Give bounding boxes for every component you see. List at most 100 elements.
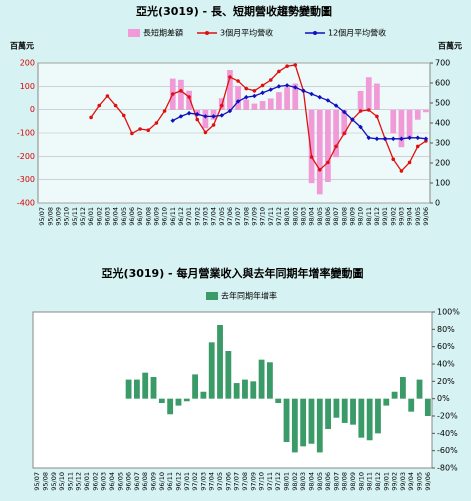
bar bbox=[341, 109, 348, 135]
y2-tick-label: -20% bbox=[437, 412, 458, 421]
point bbox=[399, 136, 404, 142]
x-tick-label: 97/05 bbox=[218, 207, 226, 226]
x-tick-label: 97/04 bbox=[208, 472, 216, 491]
y2-tick-label: 40% bbox=[437, 360, 455, 369]
point bbox=[407, 160, 412, 165]
point bbox=[375, 114, 379, 119]
x-tick-label: 98/11 bbox=[365, 207, 373, 226]
y2-tick-label: 600 bbox=[435, 79, 450, 88]
x-tick-label: 96/08 bbox=[141, 472, 149, 491]
x-tick-label: 99/01 bbox=[382, 472, 390, 491]
x-tick-label: 98/06 bbox=[324, 472, 332, 491]
point bbox=[260, 83, 265, 88]
x-tick-label: 98/08 bbox=[341, 472, 349, 491]
legend-marker bbox=[205, 31, 209, 35]
legend-label: 12個月平均營收 bbox=[328, 28, 386, 38]
point bbox=[154, 121, 159, 125]
x-tick-label: 97/03 bbox=[199, 472, 207, 491]
point bbox=[325, 98, 331, 103]
bar bbox=[283, 398, 290, 442]
point bbox=[374, 136, 380, 142]
point bbox=[244, 86, 249, 91]
x-tick-label: 97/08 bbox=[242, 207, 250, 226]
bar bbox=[243, 99, 250, 110]
x-tick-label: 96/10 bbox=[161, 207, 169, 226]
x-tick-label: 97/10 bbox=[258, 472, 266, 491]
bar bbox=[251, 103, 258, 110]
x-tick-label: 95/10 bbox=[58, 472, 66, 491]
legend-swatch bbox=[128, 29, 140, 37]
bar bbox=[291, 398, 298, 453]
point bbox=[130, 131, 134, 136]
x-tick-label: 96/05 bbox=[116, 472, 124, 491]
bar bbox=[125, 379, 132, 399]
y-tick-label: -200 bbox=[17, 152, 35, 161]
point bbox=[236, 79, 240, 83]
y-tick-label: -100 bbox=[17, 129, 35, 138]
x-tick-label: 99/03 bbox=[397, 207, 405, 226]
bar bbox=[284, 87, 290, 110]
point bbox=[276, 84, 282, 89]
x-tick-label: 95/10 bbox=[63, 207, 71, 226]
point bbox=[334, 144, 338, 149]
bar bbox=[423, 109, 429, 113]
x-tick-label: 95/09 bbox=[54, 207, 62, 226]
x-tick-label: 98/03 bbox=[299, 472, 307, 491]
x-tick-label: 98/09 bbox=[349, 472, 357, 491]
x-tick-label: 96/06 bbox=[128, 207, 136, 226]
point bbox=[415, 144, 420, 149]
bar bbox=[375, 398, 381, 434]
x-tick-label: 95/12 bbox=[79, 207, 87, 226]
point bbox=[211, 123, 216, 127]
x-tick-label: 96/09 bbox=[150, 472, 158, 491]
x-tick-label: 97/02 bbox=[193, 207, 201, 226]
point bbox=[399, 169, 404, 173]
y2-tick-label: 400 bbox=[435, 119, 450, 128]
x-tick-label: 96/09 bbox=[152, 207, 160, 226]
bar bbox=[341, 398, 348, 423]
x-tick-label: 95/11 bbox=[66, 472, 74, 491]
bar bbox=[200, 391, 207, 399]
x-tick-label: 98/05 bbox=[316, 472, 324, 491]
y-tick-label: -300 bbox=[17, 175, 35, 184]
point bbox=[268, 78, 273, 82]
x-tick-label: 97/09 bbox=[250, 207, 258, 226]
point bbox=[203, 130, 208, 135]
x-tick-label: 96/06 bbox=[125, 472, 133, 491]
x-tick-label: 98/10 bbox=[357, 472, 365, 491]
y2-tick-label: 0% bbox=[437, 394, 450, 403]
x-tick-label: 96/04 bbox=[112, 207, 120, 226]
y2-tick-label: 100% bbox=[437, 308, 460, 317]
x-tick-label: 97/11 bbox=[266, 472, 274, 491]
x-tick-label: 99/02 bbox=[391, 472, 399, 491]
legend-swatch bbox=[206, 292, 218, 300]
point bbox=[186, 110, 192, 116]
point bbox=[277, 69, 281, 74]
x-tick-label: 98/01 bbox=[283, 207, 291, 226]
bar bbox=[316, 398, 323, 453]
x-tick-label: 98/10 bbox=[357, 207, 365, 226]
point bbox=[391, 157, 396, 161]
bar bbox=[316, 109, 323, 195]
y-tick-label: 200 bbox=[20, 59, 35, 68]
point bbox=[97, 103, 102, 108]
x-tick-label: 97/03 bbox=[201, 207, 209, 226]
y2-tick-label: 100 bbox=[435, 179, 450, 188]
point bbox=[162, 109, 167, 113]
x-tick-label: 98/03 bbox=[299, 207, 307, 226]
bar bbox=[242, 379, 248, 399]
x-tick-label: 97/01 bbox=[185, 207, 193, 226]
x-tick-label: 97/07 bbox=[233, 472, 241, 491]
point bbox=[105, 94, 110, 98]
bar bbox=[186, 90, 192, 110]
bar bbox=[374, 83, 380, 110]
x-tick-label: 98/12 bbox=[374, 472, 382, 491]
bar bbox=[158, 398, 165, 403]
bar bbox=[208, 342, 215, 399]
y-tick-label: -400 bbox=[17, 199, 35, 208]
y2-tick-label: -60% bbox=[437, 446, 458, 455]
y2-tick-label: 300 bbox=[435, 139, 450, 148]
point bbox=[350, 117, 355, 122]
point bbox=[326, 160, 330, 165]
bar bbox=[333, 398, 340, 418]
